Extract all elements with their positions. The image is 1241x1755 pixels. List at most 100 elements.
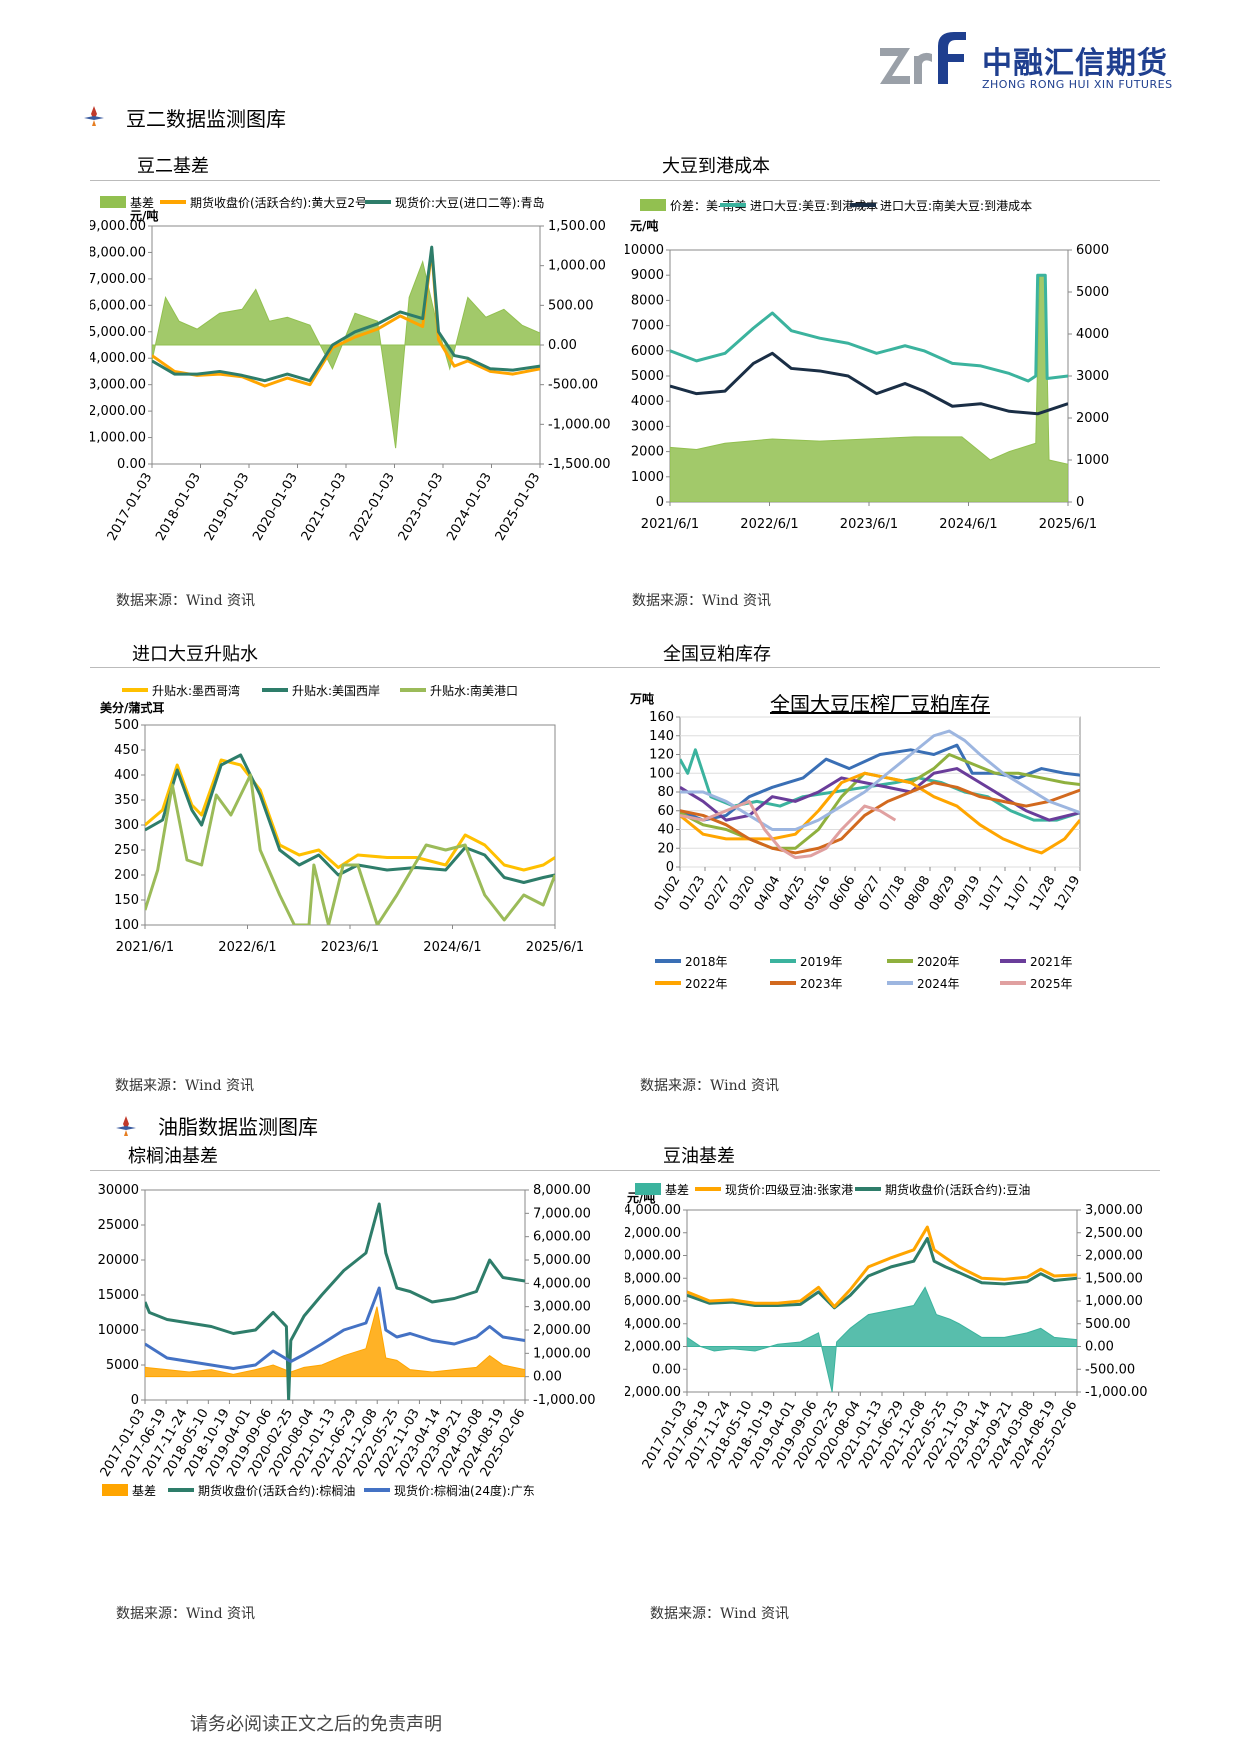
x-tick-label: 2024-01-03 — [444, 471, 495, 544]
series-line — [145, 1202, 525, 1400]
y-tick-label: 160 — [649, 710, 674, 725]
y-tick-label: 7,000.00 — [90, 272, 146, 287]
y-tick-label: 5000 — [631, 369, 664, 384]
y-tick-label: 3,000.00 — [90, 378, 146, 393]
series-bars — [145, 1306, 525, 1378]
y-tick-label: 8000 — [631, 293, 664, 308]
y-tick-label: 7000 — [631, 319, 664, 334]
y-tick-label: 20 — [657, 841, 674, 856]
series-line — [687, 1236, 1077, 1310]
y-tick-label: 8,000.00 — [90, 245, 146, 260]
y-axis-unit: 元/吨 — [130, 208, 158, 223]
chart-title-soyoil-basis: 豆油基差 — [663, 1146, 735, 1167]
chart-soy2-basis: 元/吨 0.00 1,000.00 2,000.00 3,000.00 4,000.00 5… — [90, 195, 611, 544]
legend-label: 现货价:棕榈油(24度):广东 — [394, 1483, 535, 1498]
y-tick-label: 400 — [114, 768, 139, 783]
section-title-soy2: 豆二数据监测图库 — [126, 107, 286, 131]
y-tick-label: 6,000.00 — [90, 298, 146, 313]
y-tick-label: 0 — [656, 495, 664, 510]
y-tick-label: 5,000.00 — [90, 325, 146, 340]
chart-rule — [625, 180, 1160, 181]
legend-label: 基差 — [665, 1183, 689, 1197]
x-tick-label: 2024/6/1 — [423, 940, 481, 955]
y-tick-label: 30000 — [98, 1183, 139, 1198]
x-tick-label: 2024/6/1 — [939, 517, 997, 532]
y-tick-label: 0 — [666, 860, 674, 875]
y-right-tick-label: 2,000.00 — [1085, 1249, 1143, 1264]
legend-label: 2022年 — [685, 977, 728, 991]
y-tick-label: 6,000.00 — [625, 1294, 681, 1309]
y-tick-label: 12,000.00 — [625, 1226, 681, 1241]
legend-label: 基差 — [130, 196, 154, 210]
x-tick-label: 2021-01-03 — [299, 471, 350, 544]
legend-label: 现货价:大豆(进口二等):青岛 — [395, 195, 544, 210]
y-right-tick-label: 6000 — [1076, 243, 1109, 258]
y-tick-label: 9,000.00 — [90, 219, 146, 234]
legend-label: 2021年 — [1030, 955, 1073, 969]
y-tick-label: 14,000.00 — [625, 1203, 681, 1218]
series-bars — [670, 274, 1068, 502]
chart-premium: 美分/蒲式耳 100 150 200 250 300 350 400 450 500 2021/6/… — [100, 683, 584, 955]
y-axis-unit: 万吨 — [629, 691, 654, 706]
series-line — [152, 248, 540, 388]
chart-rule — [90, 180, 625, 181]
company-logo-subtext: ZHONG RONG HUI XIN FUTURES — [982, 78, 1173, 91]
chart-title-soy2-basis: 豆二基差 — [137, 156, 209, 177]
y-tick-label: 15000 — [98, 1288, 139, 1303]
legend-label: 期货收盘价(活跃合约):黄大豆2号 — [190, 195, 367, 210]
y-right-tick-label: 500.00 — [1085, 1317, 1131, 1332]
x-tick-label: 2022/6/1 — [218, 940, 276, 955]
y-tick-label: 2000 — [631, 445, 664, 460]
chart-title-meal-stock: 全国豆粕库存 — [663, 644, 771, 665]
y-right-tick-label: 2000 — [1076, 411, 1109, 426]
legend: 2018年 2019年 2020年 2021年 2022年 2023年 2024年 2025年 — [655, 955, 1073, 991]
chart-source: 数据来源：Wind 资讯 — [632, 593, 772, 609]
y-tick-label: 100 — [114, 918, 139, 933]
legend-label: 基差 — [132, 1484, 156, 1498]
legend: 基差 期货收盘价(活跃合约):黄大豆2号 现货价:大豆(进口二等):青岛 — [100, 195, 544, 210]
series-group — [145, 1202, 525, 1400]
y-right-tick-label: 7,000.00 — [533, 1206, 591, 1221]
legend-label: 升贴水:墨西哥湾 — [152, 683, 240, 698]
x-tick-label: 2021/6/1 — [116, 940, 174, 955]
series-line — [145, 773, 555, 925]
series-group — [152, 245, 540, 449]
x-tick-label: 2019-01-03 — [202, 471, 253, 544]
legend-label: 价差：美-南美 — [670, 198, 746, 213]
x-tick-label: 2020-01-03 — [250, 471, 301, 544]
y-tick-label: 1000 — [631, 470, 664, 485]
y-tick-label: 60 — [657, 804, 674, 819]
y-right-tick-label: 0 — [1076, 495, 1084, 510]
series-line — [152, 245, 540, 383]
y-right-tick-label: 6,000.00 — [533, 1230, 591, 1245]
chart-palm-basis: 0 5000 10000 15000 20000 25000 30000 -1,000.00 0… — [98, 1183, 596, 1498]
y-right-tick-label: 4000 — [1076, 327, 1109, 342]
y-right-tick-label: 0.00 — [533, 1370, 562, 1385]
y-tick-label: 10000 — [98, 1323, 139, 1338]
y-right-tick-label: 1,500.00 — [548, 219, 606, 234]
legend: 基差 期货收盘价(活跃合约):棕榈油 现货价:棕榈油(24度):广东 — [102, 1483, 535, 1498]
y-tick-label: 0 — [131, 1393, 139, 1408]
y-tick-label: 9000 — [631, 268, 664, 283]
y-right-tick-label: -1,000.00 — [533, 1393, 596, 1408]
y-right-tick-label: 1000 — [1076, 453, 1109, 468]
legend-label: 2018年 — [685, 955, 728, 969]
y-tick-label: 500 — [114, 718, 139, 733]
y-tick-label: 300 — [114, 818, 139, 833]
chart-rule — [625, 1170, 1160, 1171]
legend-label: 升贴水:美国西岸 — [292, 684, 380, 698]
y-tick-label: 80 — [657, 785, 674, 800]
series-line — [680, 799, 897, 860]
chart-source: 数据来源：Wind 资讯 — [116, 1606, 256, 1622]
series-line — [670, 351, 1068, 416]
y-right-tick-label: 3,000.00 — [533, 1300, 591, 1315]
y-tick-label: 5000 — [106, 1358, 139, 1373]
x-tick-label: 2023-01-03 — [396, 471, 447, 544]
legend-label: 进口大豆:南美大豆:到港成本 — [880, 198, 1032, 213]
x-tick-label: 2025-01-03 — [493, 471, 544, 544]
chart-title-soy-cost: 大豆到港成本 — [662, 156, 770, 177]
legend: 价差：美-南美 进口大豆:美豆:到港成本 进口大豆:南美大豆:到港成本 — [640, 198, 1032, 213]
y-tick-label: 4,000.00 — [625, 1317, 681, 1332]
legend-swatch — [635, 1183, 661, 1195]
legend-label: 期货收盘价(活跃合约):棕榈油 — [198, 1483, 355, 1498]
